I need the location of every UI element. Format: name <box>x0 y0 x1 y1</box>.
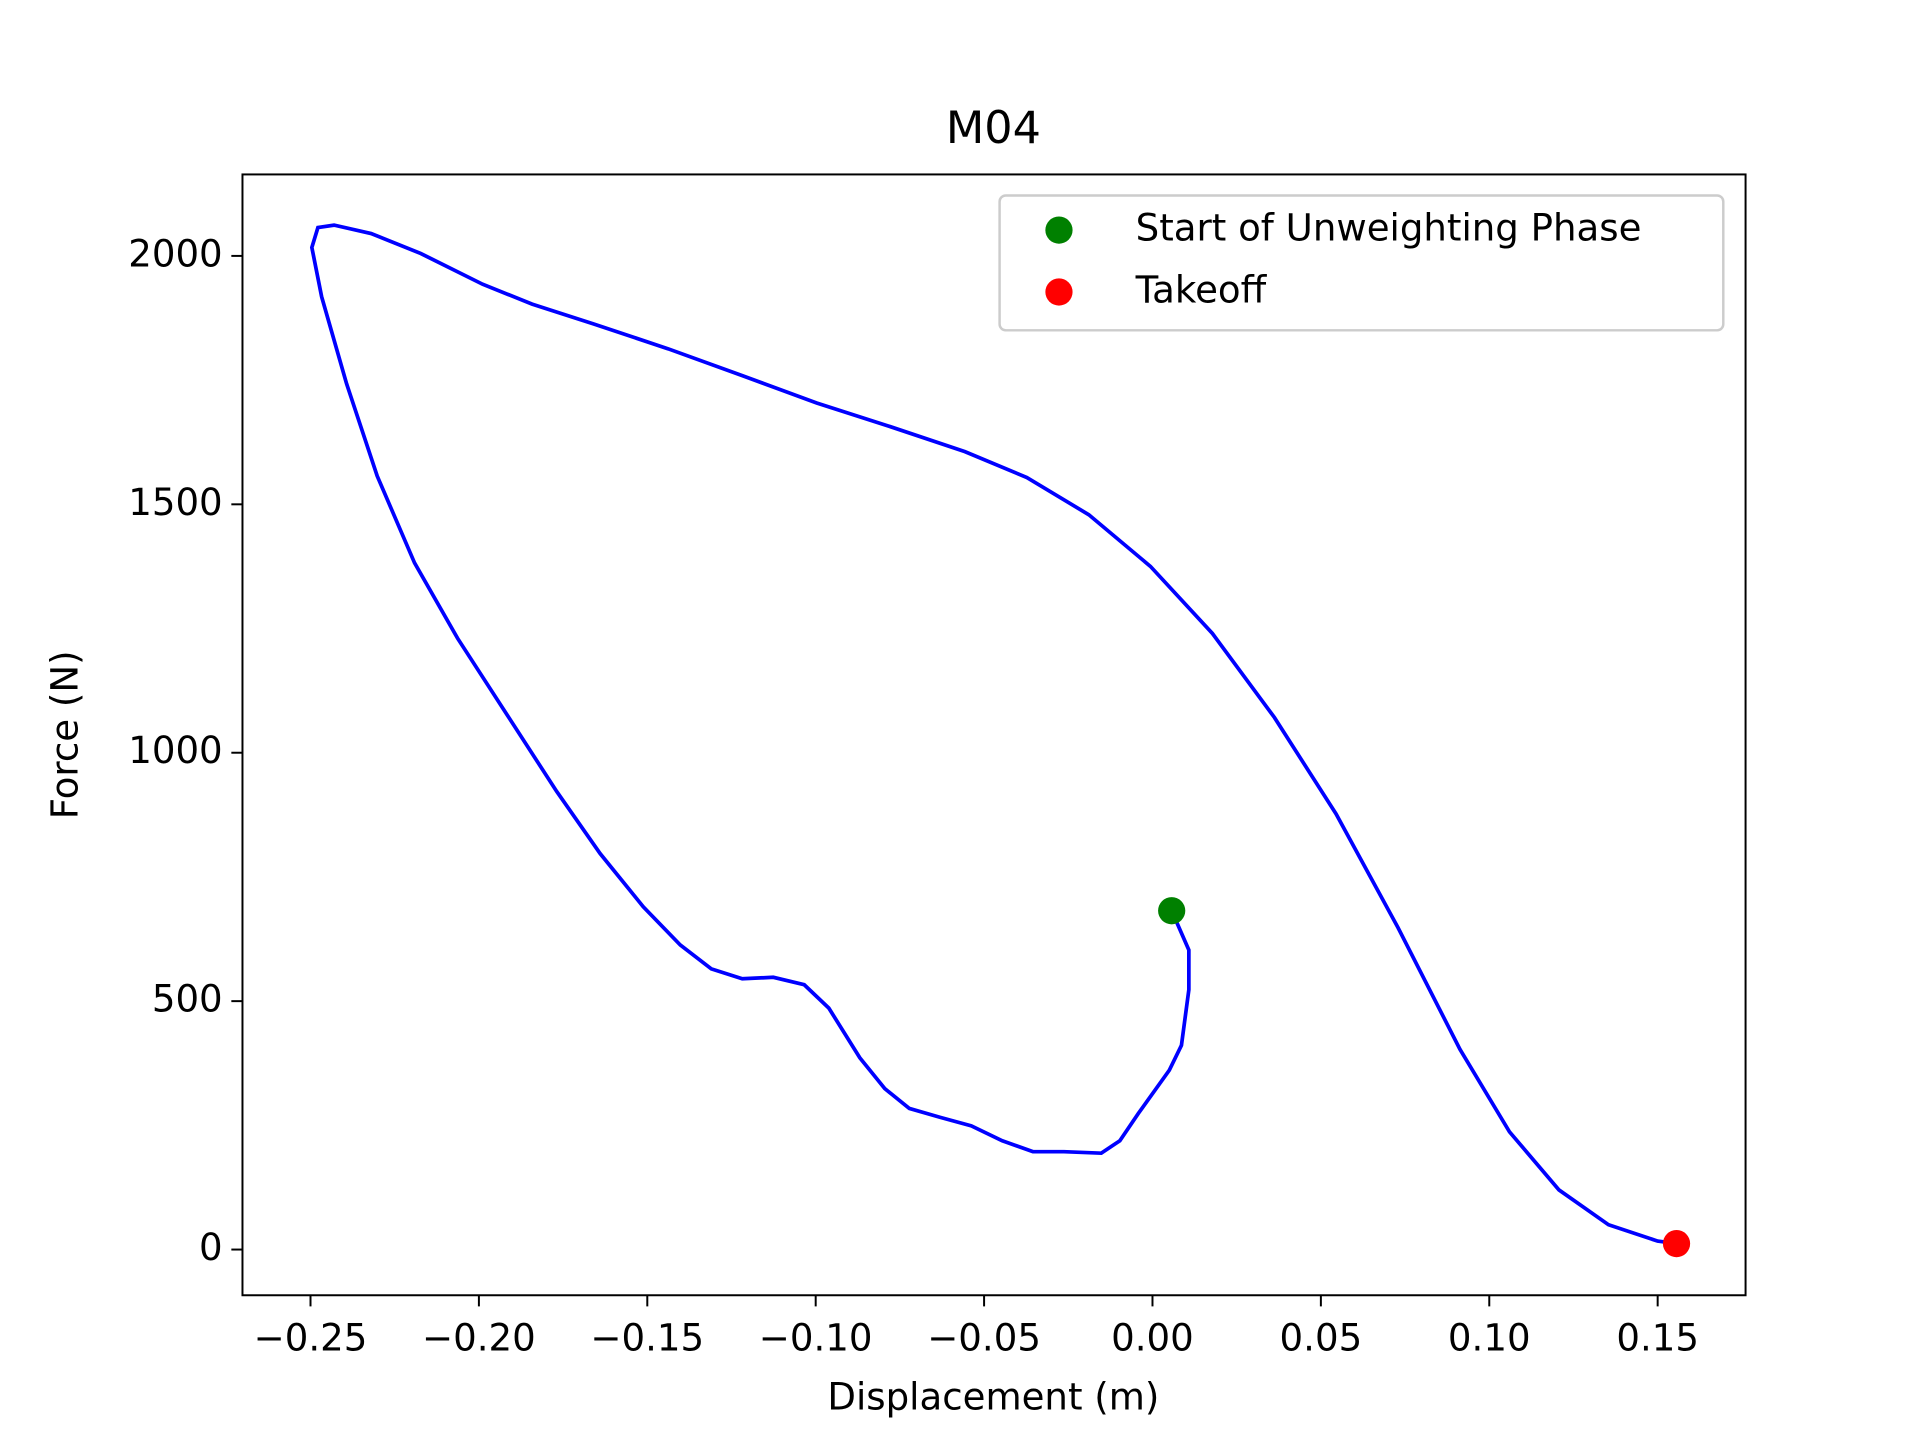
x-tick-label: −0.10 <box>759 1316 873 1359</box>
x-tick-label: 0.00 <box>1111 1316 1194 1359</box>
x-tick-label: 0.15 <box>1616 1316 1699 1359</box>
data-line <box>309 223 1677 1246</box>
data-point <box>1158 897 1186 925</box>
data-point <box>1662 1229 1691 1258</box>
y-tick-label: 1500 <box>128 481 222 524</box>
chart-title: M04 <box>946 102 1041 154</box>
y-tick-label: 500 <box>152 978 223 1021</box>
x-tick-label: 0.10 <box>1448 1316 1531 1359</box>
y-tick-label: 0 <box>199 1226 223 1269</box>
x-tick-label: −0.05 <box>927 1316 1041 1359</box>
x-axis-label: Displacement (m) <box>827 1376 1159 1419</box>
legend-label: Takeoff <box>1135 268 1268 311</box>
legend-marker <box>1045 278 1073 306</box>
plot-frame <box>241 173 1747 1297</box>
y-tick-label: 1000 <box>128 729 222 772</box>
x-tick-label: 0.05 <box>1280 1316 1363 1359</box>
legend-box <box>998 194 1725 332</box>
legend-marker <box>1045 216 1073 244</box>
x-tick-label: −0.20 <box>422 1316 536 1359</box>
x-tick-label: −0.25 <box>254 1316 368 1359</box>
legend-label: Start of Unweighting Phase <box>1136 207 1642 250</box>
x-tick-label: −0.15 <box>590 1316 704 1359</box>
y-tick-label: 2000 <box>128 232 222 275</box>
y-axis-label: Force (N) <box>43 650 86 819</box>
